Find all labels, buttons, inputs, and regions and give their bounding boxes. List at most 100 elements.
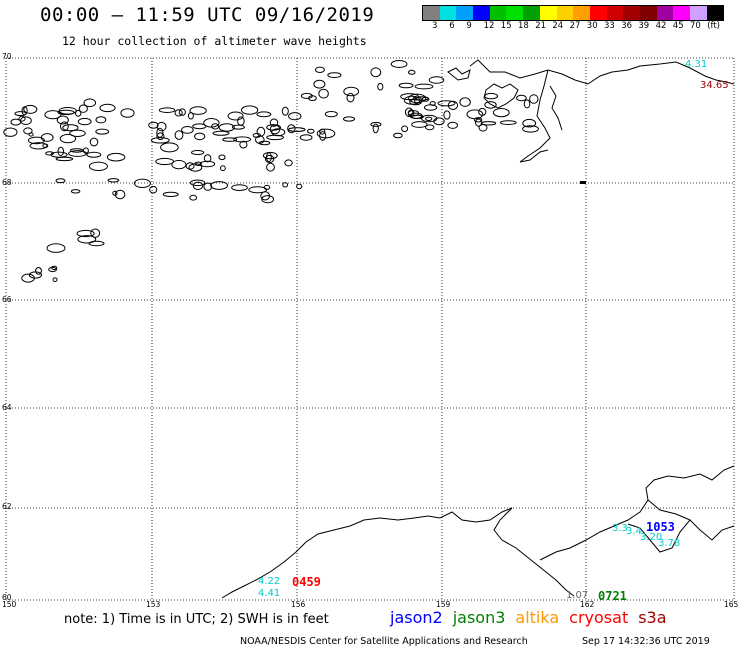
color-legend bbox=[422, 5, 725, 21]
color-legend-label: 6 bbox=[449, 21, 455, 31]
wave-contour bbox=[28, 132, 34, 137]
wave-contour bbox=[211, 123, 220, 130]
wave-contour bbox=[192, 123, 207, 130]
wave-contour bbox=[481, 121, 497, 126]
generated-timestamp: Sep 17 14:32:36 UTC 2019 bbox=[582, 636, 710, 647]
wave-contour bbox=[171, 159, 187, 170]
coastline-north bbox=[447, 59, 735, 163]
wave-contour bbox=[390, 60, 408, 68]
color-swatch bbox=[573, 6, 590, 20]
wave-contour bbox=[45, 151, 55, 156]
wave-contour bbox=[428, 76, 445, 84]
wave-contour bbox=[82, 147, 89, 154]
wave-contour bbox=[266, 152, 272, 163]
wave-contour bbox=[95, 116, 107, 124]
swh-value: 3.3 bbox=[612, 523, 628, 534]
wave-contour bbox=[99, 103, 116, 113]
map-grid bbox=[5, 57, 735, 601]
wave-contour bbox=[425, 124, 435, 131]
wave-contour bbox=[27, 136, 45, 145]
wave-contour bbox=[212, 130, 230, 136]
wave-contour bbox=[88, 161, 108, 172]
wave-contour bbox=[500, 120, 517, 125]
wave-contour bbox=[114, 189, 126, 200]
wave-contour bbox=[443, 110, 451, 120]
wave-contour bbox=[149, 185, 158, 194]
color-swatch bbox=[623, 6, 640, 20]
wave-contour bbox=[21, 273, 35, 283]
wave-contour bbox=[409, 98, 422, 106]
color-legend-label: 24 bbox=[552, 21, 564, 31]
wave-contour bbox=[401, 125, 409, 133]
page-subtitle: 12 hour collection of altimeter wave hei… bbox=[62, 34, 367, 48]
wave-contour bbox=[89, 137, 99, 147]
color-legend-label: 9 bbox=[466, 21, 472, 31]
wave-contour bbox=[408, 93, 427, 104]
wave-contour bbox=[231, 184, 248, 192]
lat-label-66: 66 bbox=[2, 295, 12, 304]
wave-contour bbox=[346, 92, 355, 103]
satellite-label: altika bbox=[515, 608, 560, 627]
lat-label-60: 60 bbox=[2, 593, 12, 602]
color-swatch bbox=[690, 6, 707, 20]
wave-contour bbox=[210, 181, 229, 190]
wave-contour bbox=[29, 142, 48, 150]
wave-contour bbox=[264, 154, 275, 164]
wave-contour bbox=[231, 124, 245, 130]
wave-contour bbox=[75, 109, 82, 117]
wave-contour bbox=[77, 235, 97, 244]
wave-contour bbox=[107, 178, 120, 183]
satellite-label: jason2 bbox=[390, 608, 443, 627]
color-legend-label: 3 bbox=[432, 21, 438, 31]
wave-contour bbox=[227, 111, 244, 121]
wave-contour bbox=[237, 116, 245, 126]
wave-contour bbox=[263, 184, 271, 190]
satellite-legend: jason2 jason3 altika cryosat s3a bbox=[390, 608, 677, 627]
wave-contour bbox=[189, 106, 207, 115]
wave-contour bbox=[266, 134, 285, 141]
wave-contour bbox=[189, 194, 198, 201]
wave-contour bbox=[233, 136, 252, 143]
wave-contour bbox=[241, 105, 259, 115]
color-legend-label: 15 bbox=[500, 21, 512, 31]
wave-contour bbox=[57, 146, 65, 157]
wave-contour bbox=[414, 83, 434, 90]
wave-contour bbox=[220, 165, 226, 172]
satellite-label: cryosat bbox=[569, 608, 629, 627]
wave-contour bbox=[429, 101, 436, 106]
wave-contour bbox=[407, 69, 416, 75]
wave-contour bbox=[299, 134, 313, 141]
wave-contour bbox=[56, 115, 69, 125]
color-legend-label: 39 bbox=[638, 21, 650, 31]
color-swatch bbox=[606, 6, 624, 20]
wave-contour bbox=[62, 124, 79, 132]
wave-contour bbox=[287, 124, 296, 134]
wave-contour bbox=[158, 107, 176, 113]
color-legend-label: 21 bbox=[535, 21, 547, 31]
wave-contour bbox=[222, 137, 238, 142]
color-swatch bbox=[439, 6, 457, 20]
wave-contour bbox=[281, 106, 289, 116]
wave-contour bbox=[55, 178, 66, 184]
wave-contour bbox=[523, 99, 531, 109]
wave-contour bbox=[522, 118, 537, 128]
wave-contour bbox=[459, 97, 471, 107]
wave-contour bbox=[407, 109, 415, 118]
wave-contour bbox=[284, 159, 293, 167]
lat-label-64: 64 bbox=[2, 403, 12, 412]
wave-contour bbox=[218, 123, 235, 132]
color-legend-label: 33 bbox=[604, 21, 615, 31]
pass-time-jason2: 1053 bbox=[646, 520, 675, 534]
wave-contour bbox=[319, 131, 327, 141]
lon-label-165: 165 bbox=[724, 600, 739, 609]
wave-contour bbox=[370, 67, 382, 78]
wave-contour bbox=[516, 94, 527, 102]
wave-contour bbox=[256, 111, 272, 118]
wave-contour bbox=[51, 265, 58, 271]
wave-contour bbox=[156, 132, 165, 140]
lat-label-70: 70 bbox=[2, 52, 12, 61]
color-legend-label: 12 bbox=[483, 21, 495, 31]
wave-contour bbox=[343, 116, 355, 122]
wave-contour bbox=[192, 181, 204, 191]
wave-contour bbox=[327, 72, 342, 78]
